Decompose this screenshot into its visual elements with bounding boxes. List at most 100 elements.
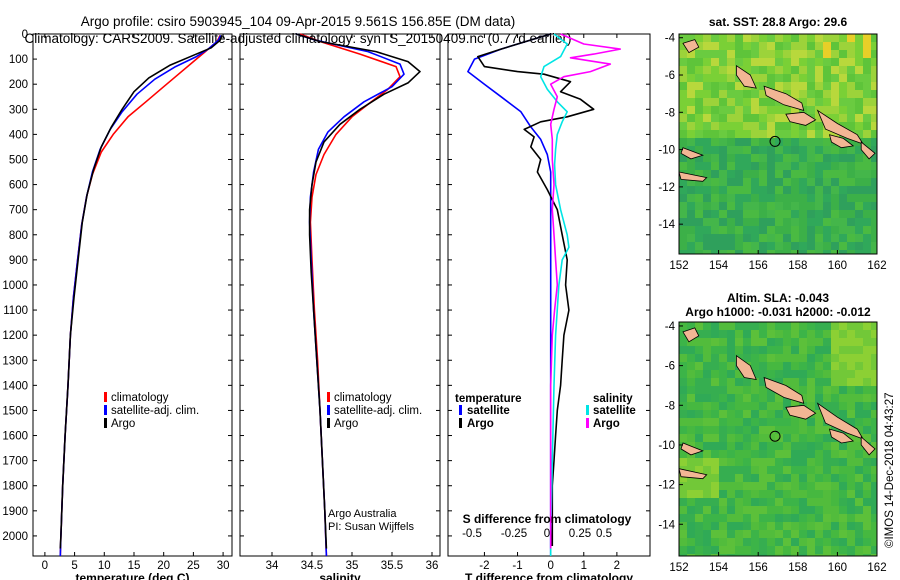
map-cell [839,42,847,50]
map-cell [767,474,775,482]
map-cell [855,490,863,498]
map-cell [783,194,791,202]
map-cell [855,458,863,466]
map-cell [823,394,831,402]
map-cell [687,82,695,90]
map-cell [775,330,783,338]
map-cell [863,106,871,114]
map-cell [815,34,823,42]
map-cell [751,418,759,426]
map-cell [719,130,727,138]
map-cell [847,146,855,154]
map-cell [799,514,807,522]
map-cell [871,66,877,74]
map-cell [767,402,775,410]
map-cell [687,362,695,370]
map-cell [815,506,823,514]
map-cell [735,466,743,474]
map-cell [855,90,863,98]
map-cell [727,138,735,146]
map-cell [807,186,815,194]
map-cell [711,554,719,556]
map-cell [831,370,839,378]
map-cell [743,546,751,554]
map-cell [807,434,815,442]
map-cell [735,498,743,506]
map-cell [775,178,783,186]
map-cell [711,250,719,254]
series-line-s-argo [549,33,622,549]
map-cell [863,346,871,354]
map-cell [847,354,855,362]
map-cell [831,154,839,162]
map-cell [687,194,695,202]
map-cell [799,234,807,242]
map-cell [719,410,727,418]
map-cell [687,378,695,386]
series-line-argo [295,33,421,549]
map-cell [703,394,711,402]
map-cell [703,194,711,202]
map-cell [831,234,839,242]
map-cell [759,522,767,530]
map-cell [791,106,799,114]
map-cell [695,50,703,58]
map-cell [687,50,695,58]
map-cell [863,178,871,186]
island-shape [828,134,855,149]
map-cell [735,130,743,138]
map-cell [839,346,847,354]
map-cell [727,170,735,178]
map-cell [719,394,727,402]
map-cell [799,522,807,530]
map-x-tick-label: 152 [669,562,688,574]
map-cell [727,178,735,186]
map-cell [767,250,775,254]
map-cell [679,250,687,254]
map-cell [703,538,711,546]
map-cell [799,354,807,362]
map-cell [807,66,815,74]
map-cell [815,114,823,122]
map-cell [767,50,775,58]
map-cell [711,242,719,250]
map-cell [687,146,695,154]
map-cell [855,114,863,122]
map-cell [863,338,871,346]
map-cell [807,50,815,58]
map-cell [847,170,855,178]
map-cell [735,538,743,546]
map-cell [831,474,839,482]
map-cell [863,354,871,362]
map-cell [783,50,791,58]
map-cell [679,410,687,418]
map-cell [823,42,831,50]
map-cell [831,466,839,474]
map-cell [735,322,743,330]
map-cell [847,514,855,522]
map-cell [871,482,877,490]
map-cell [743,58,751,66]
map-cell [823,538,831,546]
map-cell [863,250,871,254]
map-cell [839,514,847,522]
map-cell [871,498,877,506]
map-cell [735,370,743,378]
map-cell [711,514,719,522]
y-tick-label: 1900 [2,506,28,518]
map-cell [751,154,759,162]
argo-position-marker [769,430,781,442]
map-cell [719,50,727,58]
map-cell [791,234,799,242]
map-cell [695,394,703,402]
map-cell [839,218,847,226]
map-cell [695,450,703,458]
map-cell [807,194,815,202]
map-cell [807,330,815,338]
map-cell [711,538,719,546]
map-cell [727,194,735,202]
map-cell [695,498,703,506]
map-cell [791,154,799,162]
map-cell [735,202,743,210]
